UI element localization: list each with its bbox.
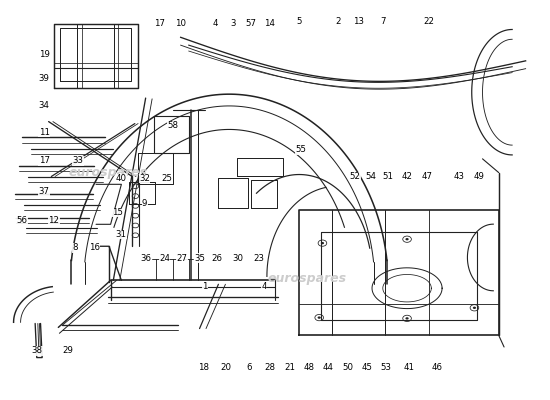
Text: 7: 7 <box>380 17 386 26</box>
Text: 56: 56 <box>16 216 27 225</box>
Text: 3: 3 <box>230 19 236 28</box>
Text: 35: 35 <box>194 254 205 262</box>
Circle shape <box>317 316 321 319</box>
Text: 55: 55 <box>295 145 306 154</box>
Text: 43: 43 <box>454 172 465 181</box>
Text: 9: 9 <box>142 200 147 208</box>
Text: 54: 54 <box>365 172 376 181</box>
Text: 2: 2 <box>336 17 342 26</box>
Text: 11: 11 <box>39 128 50 137</box>
Text: 17: 17 <box>39 156 50 165</box>
Text: 31: 31 <box>116 230 127 239</box>
Text: 40: 40 <box>116 174 127 183</box>
Text: 51: 51 <box>383 172 394 181</box>
Text: 16: 16 <box>89 243 100 252</box>
Text: 1: 1 <box>202 282 208 291</box>
Text: 46: 46 <box>431 363 442 372</box>
Text: 37: 37 <box>39 187 50 196</box>
Text: 52: 52 <box>349 172 360 181</box>
Text: 28: 28 <box>264 363 275 372</box>
Text: 39: 39 <box>39 74 50 83</box>
Text: 18: 18 <box>199 363 210 372</box>
Text: 4: 4 <box>213 19 218 28</box>
Text: 58: 58 <box>167 121 178 130</box>
Text: 13: 13 <box>353 17 364 26</box>
Text: 24: 24 <box>159 254 170 262</box>
Text: 19: 19 <box>39 50 50 59</box>
Text: 27: 27 <box>177 254 188 262</box>
Text: 17: 17 <box>153 19 164 28</box>
Text: 23: 23 <box>254 254 265 262</box>
Text: 4: 4 <box>261 282 267 291</box>
Circle shape <box>405 317 409 320</box>
Text: 12: 12 <box>48 216 59 225</box>
Text: 53: 53 <box>381 363 392 372</box>
Text: 15: 15 <box>112 208 123 217</box>
Text: 26: 26 <box>211 254 222 262</box>
Text: 45: 45 <box>361 363 372 372</box>
Text: eurospares: eurospares <box>68 166 147 179</box>
Text: 42: 42 <box>402 172 412 181</box>
Text: 48: 48 <box>304 363 315 372</box>
Text: 8: 8 <box>73 243 78 252</box>
Text: 6: 6 <box>246 363 252 372</box>
Text: 30: 30 <box>233 254 244 262</box>
Text: 36: 36 <box>140 254 151 262</box>
Circle shape <box>321 242 324 244</box>
Text: 32: 32 <box>139 174 150 183</box>
Text: 33: 33 <box>73 156 84 165</box>
Text: 14: 14 <box>264 19 275 28</box>
Circle shape <box>405 238 409 240</box>
Text: eurospares: eurospares <box>268 272 347 285</box>
Text: 41: 41 <box>403 363 414 372</box>
Text: 50: 50 <box>343 363 354 372</box>
Text: 25: 25 <box>162 174 173 183</box>
Text: 38: 38 <box>31 346 42 356</box>
Text: 47: 47 <box>421 172 432 181</box>
Text: 29: 29 <box>62 346 73 356</box>
Text: 57: 57 <box>245 19 256 28</box>
Text: 49: 49 <box>474 172 484 181</box>
Text: 5: 5 <box>296 17 302 26</box>
Circle shape <box>473 307 476 309</box>
Text: 20: 20 <box>220 363 231 372</box>
Text: 34: 34 <box>39 102 50 110</box>
Text: 22: 22 <box>423 17 434 26</box>
Text: 44: 44 <box>322 363 333 372</box>
Text: 10: 10 <box>175 19 186 28</box>
Text: 21: 21 <box>284 363 295 372</box>
